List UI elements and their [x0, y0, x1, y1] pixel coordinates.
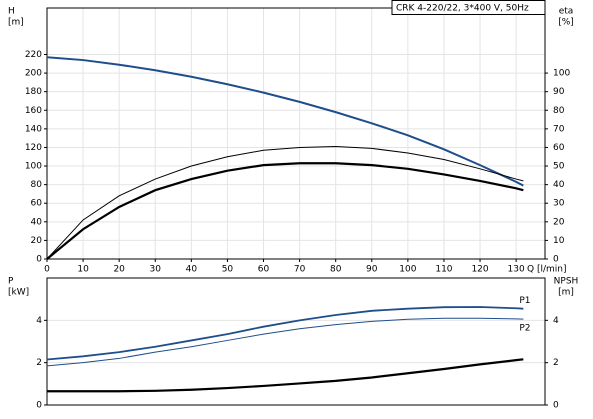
y-tick-label: 60 — [31, 199, 43, 209]
legend-label: P1 — [519, 296, 530, 306]
y-tick-label: 200 — [25, 69, 42, 79]
y-tick-label: 220 — [25, 50, 42, 60]
y-tick-label: 80 — [31, 180, 43, 190]
x-tick-label: 120 — [471, 265, 488, 275]
series-line — [46, 146, 524, 260]
y2-tick-label: 0 — [553, 401, 559, 411]
y-tick-label: 0 — [36, 255, 42, 265]
x-tick-label: 10 — [77, 265, 89, 275]
y2-tick-label: 20 — [553, 217, 565, 227]
x-tick-label: 90 — [366, 265, 378, 275]
x-tick-label: 30 — [150, 265, 162, 275]
y-tick-label: 4 — [36, 316, 42, 326]
y2-tick-label: 60 — [553, 143, 565, 153]
x-axis-label: Q [l/min] — [527, 265, 566, 275]
x-tick-label: 110 — [435, 265, 452, 275]
series-line — [46, 317, 524, 367]
x-tick-label: 80 — [330, 265, 342, 275]
y2-tick-label: 90 — [553, 87, 565, 97]
y2-tick-label: 50 — [553, 162, 565, 172]
x-tick-label: 130 — [508, 265, 525, 275]
x-tick-label: 100 — [399, 265, 416, 275]
y2-tick-label: 4 — [553, 316, 559, 326]
x-tick-label: 20 — [113, 265, 125, 275]
y2-tick-label: 100 — [553, 69, 570, 79]
y-axis-label: [m] — [8, 18, 24, 28]
y2-axis-label: eta — [559, 7, 574, 17]
x-tick-label: 70 — [294, 265, 306, 275]
y-tick-label: 180 — [25, 87, 42, 97]
x-tick-label: 50 — [222, 265, 234, 275]
series-line — [46, 162, 524, 260]
y-tick-label: 160 — [25, 106, 42, 116]
y-axis-label: P — [8, 277, 14, 287]
chart-title: CRK 4-220/22, 3*400 V, 50Hz — [396, 4, 529, 14]
y-axis-label: H — [8, 7, 15, 17]
x-tick-label: 0 — [44, 265, 50, 275]
x-tick-label: 60 — [258, 265, 270, 275]
y-tick-label: 120 — [25, 143, 42, 153]
y-tick-label: 0 — [36, 401, 42, 411]
y2-tick-label: 30 — [553, 199, 565, 209]
y-tick-label: 20 — [31, 236, 43, 246]
y2-tick-label: 70 — [553, 124, 565, 134]
y-tick-label: 100 — [25, 162, 42, 172]
plot-frame — [46, 7, 546, 260]
series-line — [46, 306, 524, 361]
y-axis-label: [kW] — [8, 288, 29, 298]
series-line — [47, 358, 524, 393]
y2-tick-label: 0 — [553, 255, 559, 265]
series-line — [46, 56, 524, 187]
plot-frame — [46, 277, 546, 406]
y2-tick-label: 40 — [553, 180, 565, 190]
y-tick-label: 2 — [36, 358, 42, 368]
title-box — [391, 0, 546, 15]
y2-tick-label: 80 — [553, 106, 565, 116]
y2-tick-label: 2 — [553, 358, 559, 368]
y-tick-label: 40 — [31, 217, 43, 227]
y2-axis-label: NPSH — [554, 277, 579, 287]
y2-axis-label: [m] — [558, 288, 574, 298]
x-tick-label: 40 — [186, 265, 198, 275]
y-tick-label: 140 — [25, 124, 42, 134]
legend-label: P2 — [519, 324, 530, 334]
y2-tick-label: 10 — [553, 236, 565, 246]
y2-axis-label: [%] — [558, 18, 574, 28]
